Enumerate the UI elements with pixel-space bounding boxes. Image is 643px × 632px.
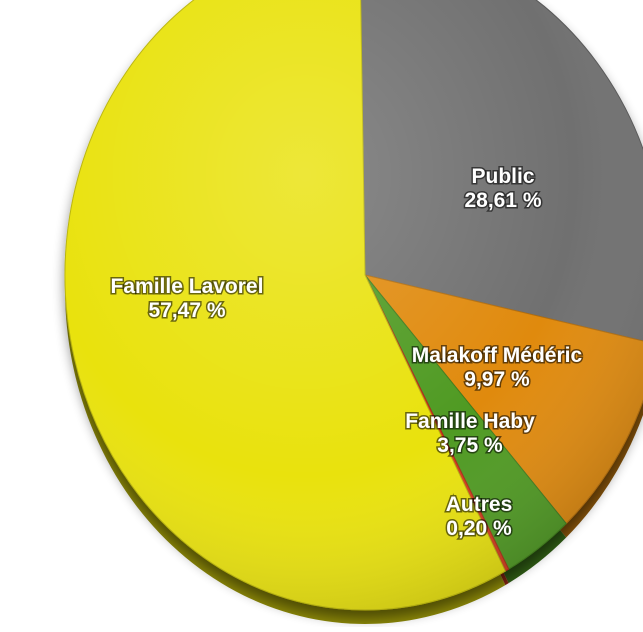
slice-value-malakoff-mederic: 9,97 % <box>464 368 530 391</box>
slice-value-autres: 0,20 % <box>446 517 512 540</box>
slice-value-famille-haby: 3,75 % <box>437 434 503 457</box>
slice-label-malakoff-mederic: Malakoff Médéric <box>412 344 583 367</box>
slice-value-public: 28,61 % <box>464 189 541 212</box>
slice-label-famille-haby: Famille Haby <box>405 410 535 433</box>
slice-label-famille-lavorel: Famille Lavorel <box>111 275 264 298</box>
slice-label-public: Public <box>471 165 534 188</box>
slice-label-autres: Autres <box>446 493 513 516</box>
slice-value-famille-lavorel: 57,47 % <box>148 299 225 322</box>
